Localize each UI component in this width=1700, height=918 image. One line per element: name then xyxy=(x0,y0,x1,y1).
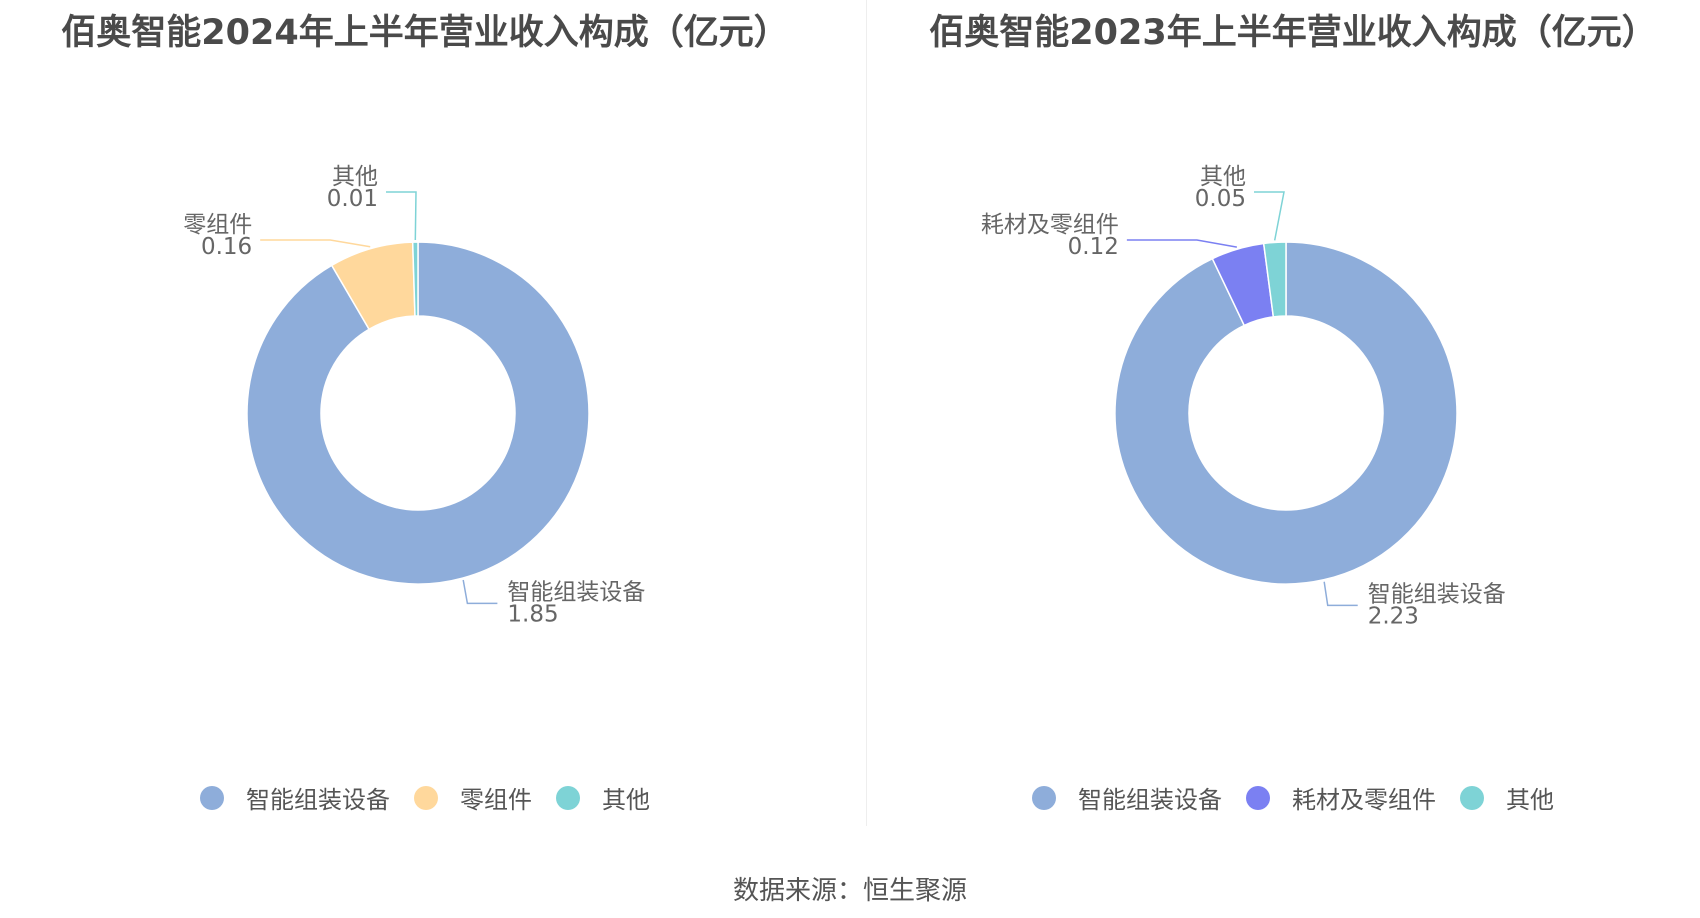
leader-line-3 xyxy=(1254,191,1285,241)
leader-line-2 xyxy=(1126,239,1237,248)
legend-item-1[interactable]: 智能组装设备 xyxy=(1032,780,1222,815)
leader-line-1 xyxy=(462,579,498,605)
legend-2024: 智能组装设备 零组件 其他 xyxy=(0,780,850,815)
chart-title-2023: 佰奥智能2023年上半年营业收入构成（亿元） xyxy=(929,13,1657,53)
slice-label-value-1: 1.85 xyxy=(507,601,558,627)
slice-label-value-2: 0.12 xyxy=(1068,234,1119,260)
legend-dot-icon xyxy=(414,785,438,810)
legend-item-3[interactable]: 其他 xyxy=(556,780,650,815)
slice-3 xyxy=(1262,241,1287,318)
legend-label: 智能组装设备 xyxy=(1078,786,1222,814)
slice-label-value-1: 2.23 xyxy=(1368,603,1419,629)
legend-label: 其他 xyxy=(1506,786,1554,814)
panel-divider xyxy=(866,0,867,826)
legend-2023: 智能组装设备 耗材及零组件 其他 xyxy=(868,780,1700,815)
legend-dot-icon xyxy=(556,785,580,810)
legend-item-1[interactable]: 智能组装设备 xyxy=(200,780,390,815)
legend-item-2[interactable]: 耗材及零组件 xyxy=(1246,780,1436,815)
slice-label-name-1: 智能组装设备 xyxy=(507,579,645,605)
chart-panel-2023: 佰奥智能2023年上半年营业收入构成（亿元） 智能组装设备 2.23 耗材及零组件 0… xyxy=(868,0,1700,820)
slice-label-name-2: 零组件 xyxy=(183,212,252,238)
legend-dot-icon xyxy=(200,785,224,810)
slice-label-name-1: 智能组装设备 xyxy=(1368,581,1506,607)
legend-label: 耗材及零组件 xyxy=(1292,786,1436,814)
legend-label: 其他 xyxy=(602,786,650,814)
legend-item-3[interactable]: 其他 xyxy=(1460,780,1554,815)
slice-label-name-3: 其他 xyxy=(332,164,378,190)
slice-label-value-3: 0.05 xyxy=(1195,186,1246,212)
leader-line-3 xyxy=(386,191,417,241)
legend-item-2[interactable]: 零组件 xyxy=(414,780,532,815)
slice-label-value-2: 0.16 xyxy=(201,234,252,260)
leader-line-1 xyxy=(1323,581,1358,607)
slice-1 xyxy=(246,241,590,585)
legend-dot-icon xyxy=(1246,785,1270,810)
chart-panel-2024: 佰奥智能2024年上半年营业收入构成（亿元） 智能组装设备 1.85 零组件 0.16… xyxy=(0,0,850,820)
legend-dot-icon xyxy=(1032,785,1056,810)
slice-1 xyxy=(1114,241,1458,585)
leader-line-2 xyxy=(260,239,371,248)
legend-label: 零组件 xyxy=(460,786,532,814)
legend-dot-icon xyxy=(1460,785,1484,810)
data-source: 数据来源：恒生聚源 xyxy=(732,876,967,906)
slice-label-name-3: 其他 xyxy=(1200,164,1246,190)
slice-3 xyxy=(411,241,419,317)
slice-label-value-3: 0.01 xyxy=(327,186,378,212)
slice-label-name-2: 耗材及零组件 xyxy=(981,212,1119,238)
legend-label: 智能组装设备 xyxy=(246,786,390,814)
chart-title-2024: 佰奥智能2024年上半年营业收入构成（亿元） xyxy=(61,13,789,53)
